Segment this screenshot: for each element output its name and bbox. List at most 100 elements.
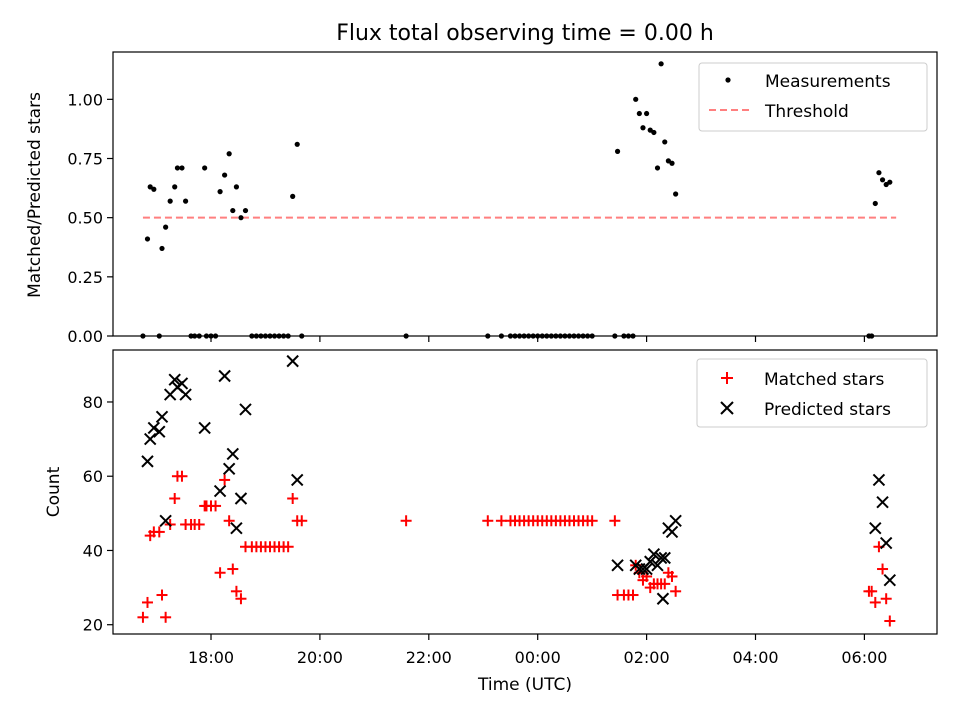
matched-star-point <box>235 593 247 605</box>
y-tick-label: 60 <box>83 467 103 486</box>
measurement-point <box>887 179 893 185</box>
measurement-point <box>654 165 661 171</box>
measurement-point <box>151 186 157 192</box>
measurement-point <box>249 333 255 339</box>
top-legend-box <box>698 62 928 132</box>
predicted-star-point <box>141 455 154 468</box>
measurement-point <box>662 139 668 145</box>
matched-star-point <box>153 526 165 538</box>
measurement-point <box>285 333 291 339</box>
predicted-star-point <box>611 559 624 572</box>
measurement-point <box>230 207 236 214</box>
measurement-point <box>172 184 178 190</box>
measurement-point <box>640 125 646 131</box>
measurement-point <box>507 333 514 339</box>
x-axis-label: Time (UTC) <box>477 675 572 695</box>
y-tick-label: 0.00 <box>67 327 103 346</box>
matched-star-point <box>282 541 294 553</box>
measurement-point <box>566 333 573 339</box>
matched-star-point <box>666 570 678 582</box>
matched-star-point <box>609 515 621 527</box>
predicted-star-point <box>286 354 299 368</box>
predicted-star-point <box>665 525 679 539</box>
measurement-point <box>526 333 532 339</box>
measurement-point <box>144 236 151 242</box>
matched-star-point <box>880 593 892 605</box>
matched-star-point <box>230 585 242 597</box>
x-tick-label: 18:00 <box>188 648 234 667</box>
predicted-star-point <box>879 536 893 550</box>
matched-star-point <box>193 518 205 530</box>
y-tick-label: 0.25 <box>67 268 103 287</box>
predicted-star-point <box>656 592 670 605</box>
measurement-point <box>485 333 491 339</box>
y-tick-label: 0.50 <box>67 209 103 228</box>
measurement-point <box>669 160 675 166</box>
measurement-point <box>633 96 639 102</box>
measurement-point <box>208 333 214 339</box>
legend-matched-label: Matched stars <box>764 370 884 390</box>
matched-star-point <box>586 515 598 527</box>
measurement-point <box>553 333 559 339</box>
top-x-ticks <box>210 336 866 342</box>
predicted-star-point <box>658 551 671 565</box>
measurement-point <box>267 333 273 339</box>
measurement-point <box>516 333 523 339</box>
matched-star-point <box>227 563 239 575</box>
predicted-star-point <box>179 388 192 401</box>
y-tick-label: 1.00 <box>67 90 103 109</box>
predicted-star-point <box>883 573 897 587</box>
y-tick-label: 20 <box>83 616 103 635</box>
x-tick-label: 06:00 <box>841 648 887 667</box>
measurement-point <box>539 333 545 339</box>
predicted-star-point <box>644 555 657 568</box>
matched-star-point <box>877 563 889 575</box>
measurement-point <box>174 165 181 171</box>
measurement-point <box>299 333 305 339</box>
measurement-point <box>658 61 664 67</box>
measurement-point <box>156 333 162 339</box>
predicted-star-point <box>143 432 157 446</box>
predicted-star-point <box>175 377 189 390</box>
measurement-point <box>258 333 264 339</box>
measurement-point <box>203 333 210 339</box>
measurement-point <box>226 151 232 157</box>
matched-star-point <box>169 492 181 504</box>
measurement-point <box>294 141 300 147</box>
bottom-plot-frame <box>112 349 938 635</box>
bottom-x-ticks: 18:00 20:00 22:00 00:00 02:00 04:00 06:00 <box>188 634 887 667</box>
matched-star-point <box>482 515 494 527</box>
predicted-star-point <box>291 473 304 487</box>
bottom-legend: Matched stars Predicted stars <box>696 358 928 428</box>
x-tick-label: 22:00 <box>406 648 452 667</box>
measurement-point <box>651 129 657 136</box>
top-y-axis-label: Matched/Predicted stars <box>25 92 45 298</box>
bottom-plot: Count Time (UTC) 20 40 60 80 18:00 20:00 22:0… <box>44 349 938 695</box>
measurement-point <box>281 333 287 339</box>
measurement-point <box>580 333 586 339</box>
measurement-point <box>872 200 878 207</box>
predicted-star-point <box>654 551 668 565</box>
legend-predicted-label: Predicted stars <box>764 400 891 420</box>
measurement-point <box>253 333 259 339</box>
matched-star-point <box>176 470 188 482</box>
predicted-star-point <box>147 421 161 435</box>
predicted-star-point <box>198 421 211 435</box>
measurement-point <box>179 165 185 171</box>
predicted-star-point <box>647 547 661 561</box>
matched-star-point <box>659 578 671 590</box>
measurement-point <box>242 207 249 214</box>
measurement-point <box>163 224 169 230</box>
measurement-point <box>182 198 189 204</box>
measurement-point <box>217 189 223 195</box>
top-y-ticks: 0.00 0.25 0.50 0.75 1.00 <box>67 90 113 346</box>
legend-matched-marker <box>721 372 733 384</box>
x-tick-label: 02:00 <box>624 648 670 667</box>
measurement-point <box>192 333 198 339</box>
measurement-point <box>167 198 173 204</box>
measurement-point <box>625 333 632 339</box>
predicted-star-point <box>230 521 243 535</box>
measurement-point <box>585 333 591 339</box>
matched-star-point <box>210 500 222 512</box>
